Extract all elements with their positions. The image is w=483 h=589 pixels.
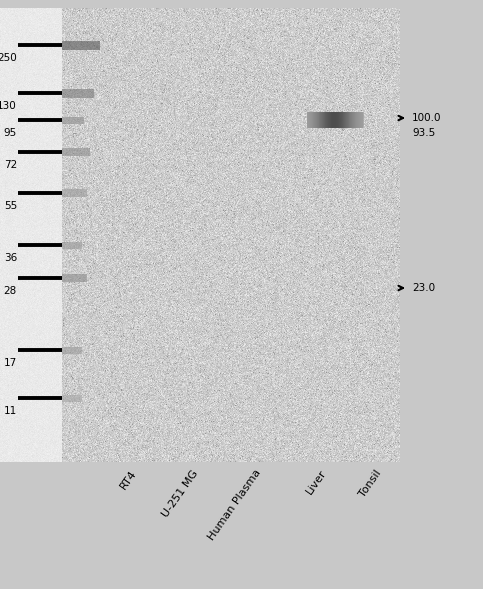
Text: 11: 11	[4, 406, 17, 416]
Bar	[0, 8, 62, 462]
Text: 93.5: 93.5	[412, 128, 435, 138]
Text: Tonsil: Tonsil	[357, 468, 383, 499]
Bar	[62, 274, 87, 282]
Bar	[62, 395, 82, 402]
Text: 100.0: 100.0	[412, 113, 441, 123]
Bar	[62, 8, 400, 462]
Bar	[62, 41, 100, 49]
Bar	[62, 88, 94, 98]
Text: 23.0: 23.0	[412, 283, 435, 293]
Bar	[62, 346, 82, 353]
Text: Human Plasma: Human Plasma	[207, 468, 263, 542]
Text: 130: 130	[0, 101, 17, 111]
Text: 36: 36	[4, 253, 17, 263]
Text: 95: 95	[4, 128, 17, 138]
Text: RT4: RT4	[118, 468, 138, 491]
Text: 28: 28	[4, 286, 17, 296]
Text: 55: 55	[4, 201, 17, 211]
Text: 250: 250	[0, 53, 17, 63]
Bar	[62, 117, 84, 124]
Bar	[62, 189, 87, 197]
Bar	[62, 241, 82, 249]
Text: Liver: Liver	[304, 468, 328, 497]
Bar	[62, 148, 90, 156]
Text: 17: 17	[4, 358, 17, 368]
Text: 72: 72	[4, 160, 17, 170]
Text: U-251 MG: U-251 MG	[160, 468, 200, 519]
